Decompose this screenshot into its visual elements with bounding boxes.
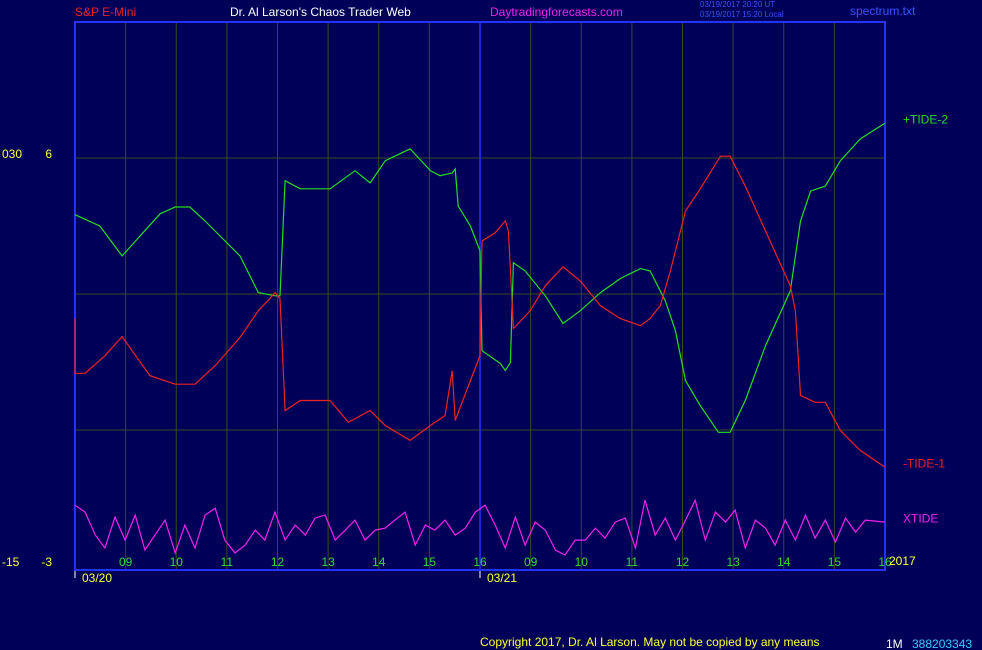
x-tick-label: 14 bbox=[777, 555, 791, 569]
series-line bbox=[74, 122, 886, 433]
x-tick-label: 12 bbox=[676, 555, 690, 569]
x-tick-label: 16 bbox=[473, 555, 487, 569]
x-tick-label: 11 bbox=[221, 555, 234, 569]
series-label: -TIDE-1 bbox=[903, 456, 945, 470]
x-tick-label: 09 bbox=[524, 555, 538, 569]
date-label: 03/20 bbox=[82, 571, 112, 585]
x-tick-label: 12 bbox=[271, 555, 285, 569]
y-tick-label: 6 bbox=[45, 147, 52, 161]
site-title: Dr. Al Larson's Chaos Trader Web bbox=[230, 5, 411, 19]
date-label: 03/21 bbox=[487, 571, 517, 585]
plot-frame bbox=[74, 21, 886, 571]
series-line bbox=[74, 498, 886, 556]
x-tick-label: 14 bbox=[372, 555, 386, 569]
instrument: S&P E-Mini bbox=[75, 5, 136, 19]
series-label: XTIDE bbox=[903, 511, 938, 525]
x-tick-label: 10 bbox=[575, 555, 589, 569]
x-tick-label: 15 bbox=[423, 555, 437, 569]
series-label: +TIDE-2 bbox=[903, 112, 948, 126]
code: 1M bbox=[886, 637, 903, 650]
x-tick-label: 13 bbox=[726, 555, 740, 569]
y2-tick-label: 030 bbox=[2, 147, 22, 161]
y-tick-label: -3 bbox=[41, 555, 52, 569]
copyright: Copyright 2017, Dr. Al Larson. May not b… bbox=[480, 635, 820, 649]
x-tick-label: 16 bbox=[878, 555, 892, 569]
series-line bbox=[74, 155, 886, 468]
site-url: Daytradingforecasts.com bbox=[490, 5, 623, 19]
year-label: 2017 bbox=[889, 554, 916, 568]
code: 388203343 bbox=[912, 637, 972, 650]
x-tick-label: 15 bbox=[828, 555, 842, 569]
y2-tick-label: -15 bbox=[2, 555, 20, 569]
x-tick-label: 11 bbox=[626, 555, 639, 569]
file-name: spectrum.txt bbox=[850, 4, 916, 18]
x-tick-label: 13 bbox=[321, 555, 335, 569]
x-tick-label: 09 bbox=[119, 555, 133, 569]
time-ut: 03/19/2017 20:20 UT bbox=[700, 0, 775, 9]
time-local: 03/19/2017 15:20 Local bbox=[700, 10, 784, 19]
x-tick-label: 10 bbox=[170, 555, 184, 569]
